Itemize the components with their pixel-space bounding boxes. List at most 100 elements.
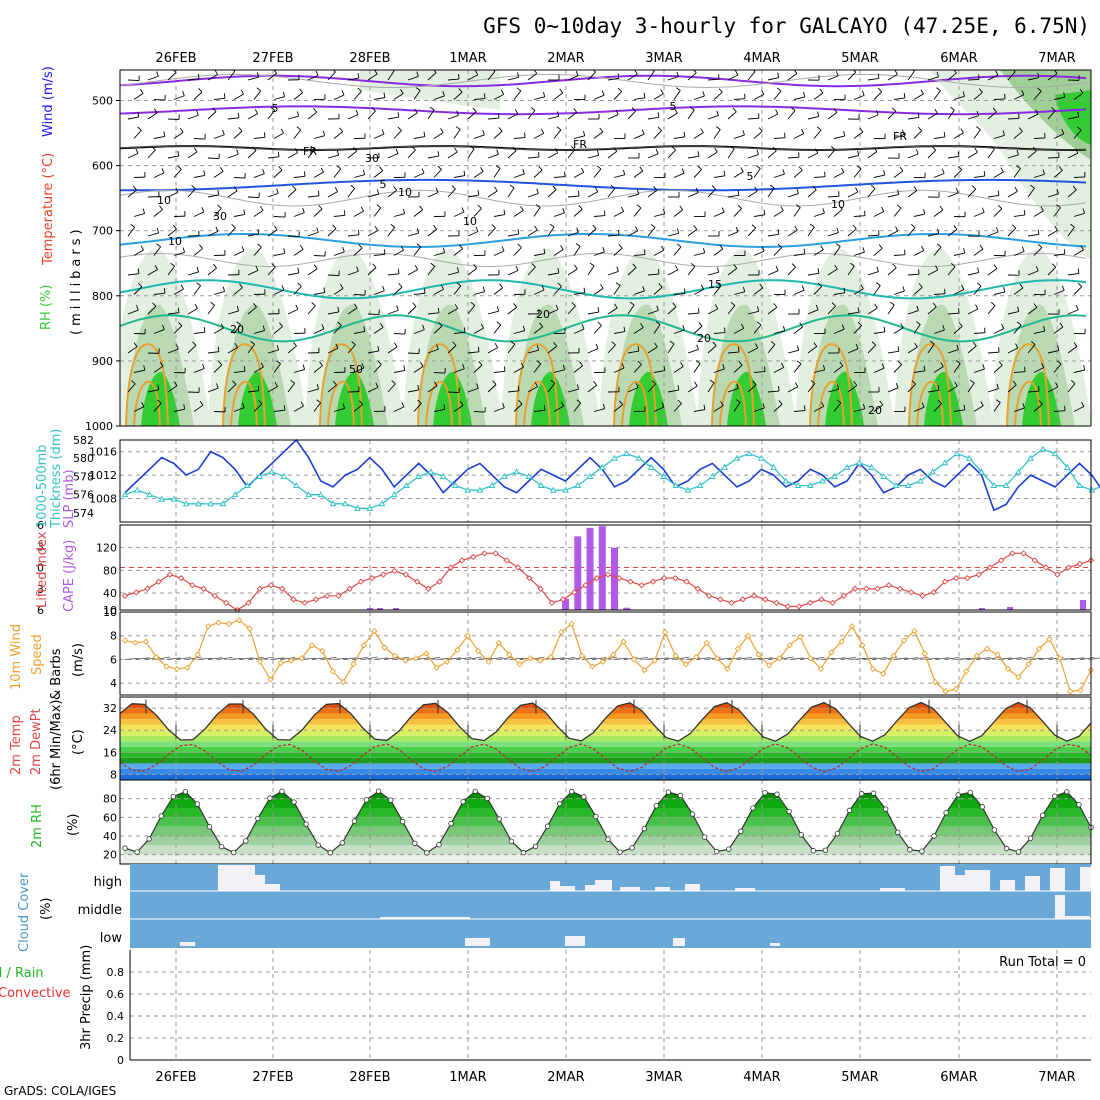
wind-barb-feather (323, 287, 326, 293)
wind-barb (267, 229, 278, 237)
rh-point (750, 805, 756, 811)
wind-barb-feather (339, 283, 344, 289)
wind-barb (713, 368, 725, 373)
wind-barb-feather (517, 72, 520, 78)
wind-barb-feather (419, 205, 424, 211)
wind-barb (427, 385, 438, 393)
wind-barb-feather (833, 108, 838, 113)
wind-barb (953, 169, 963, 178)
wind-barb-feather (382, 285, 385, 291)
wind-barb (253, 209, 264, 217)
wind-barb (1047, 110, 1056, 120)
wind-barb-feather (153, 108, 158, 114)
wind10-barb (581, 657, 597, 660)
wind-barb (633, 133, 645, 139)
isotherm-loop (1006, 343, 1050, 426)
wind-barb (247, 306, 257, 315)
wind-barb (813, 369, 825, 373)
wind-barb-feather (159, 361, 164, 367)
wind-barb-feather (1041, 362, 1045, 368)
wind-barb (833, 135, 845, 139)
wind-barb (133, 406, 145, 412)
wind-barb-feather (503, 209, 506, 215)
wind-barb (593, 251, 605, 256)
wind-barb (787, 110, 796, 120)
wind-barb (167, 191, 179, 198)
lifted-index-point (537, 585, 544, 592)
wind-barb-feather (156, 228, 160, 234)
wind-barb (993, 171, 1004, 178)
wind-barb-feather (377, 345, 380, 351)
wind-barb (493, 168, 501, 178)
rh-plume-mid (516, 304, 584, 426)
wind-barb-feather (562, 364, 566, 370)
footer-credit: GrADS: COLA/IGES (4, 1084, 116, 1098)
wind-barb-feather (334, 187, 339, 192)
wind-barb-feather (990, 302, 996, 306)
lifted-index-point (919, 592, 926, 599)
date-label-top: 27FEB (252, 51, 293, 66)
wind-barb (913, 250, 925, 256)
wind-barb (167, 155, 179, 159)
wind-barb (1067, 189, 1077, 198)
chart-title: GFS 0~10day 3-hourly for GALCAYO (47.25E… (483, 14, 1090, 38)
wind-barb (653, 370, 665, 373)
lifted-index-point (930, 589, 937, 596)
wind-barb (687, 312, 699, 315)
wind-barb (833, 365, 844, 373)
wind-barb (487, 153, 499, 159)
thickness-point (917, 477, 924, 484)
wind-barb-feather (395, 148, 399, 154)
wind-barb (473, 291, 485, 295)
wind-barb-feather (775, 109, 779, 115)
isotherm-loop (230, 380, 258, 426)
wind-barb-feather (900, 323, 904, 328)
rh-point (653, 803, 659, 809)
millibars-label: (millibars) (69, 225, 84, 335)
lifted-index-point (346, 585, 353, 592)
wind10-barb (1080, 656, 1095, 660)
rh-point (870, 790, 877, 796)
wind-barb-feather (496, 306, 500, 312)
cape-label: CAPE (J/kg) (62, 540, 77, 612)
rh-point (436, 842, 442, 848)
wind-barb (1007, 347, 1019, 354)
wind-barb (947, 266, 956, 276)
thickness-point (733, 454, 741, 461)
wind-barb-feather (302, 364, 306, 370)
wind-barb (1047, 73, 1058, 81)
wind-barb (433, 252, 445, 256)
rh-point (883, 806, 889, 812)
wind-barb-feather (820, 401, 825, 407)
rh-point (557, 800, 563, 807)
wind-barb (813, 249, 824, 256)
wind-barb (793, 133, 805, 139)
rh-contour (120, 252, 1087, 268)
rh-point (496, 816, 503, 822)
wind-barb-feather (509, 184, 515, 189)
temp-band (120, 719, 1091, 725)
wind-barb (193, 248, 203, 256)
thickness-point (709, 472, 716, 479)
wind-barb-feather (809, 223, 815, 228)
wind-barb-feather (177, 150, 180, 156)
wind-barb-feather (891, 107, 897, 112)
wind-barb (407, 269, 418, 276)
wind-barb (427, 155, 439, 159)
wind-barb-feather (440, 284, 445, 290)
wind-barb-feather (1083, 365, 1086, 371)
wind-barb-feather (1037, 72, 1040, 78)
wind-barb-feather (423, 288, 426, 294)
wind-barb-feather (777, 72, 780, 78)
wind-barb (1073, 406, 1085, 412)
wind-barb-feather (543, 248, 546, 254)
wind10-barb (966, 657, 981, 660)
wind-barb (767, 150, 777, 159)
wind-barb-feather (218, 360, 223, 366)
wind-barb-feather (1057, 345, 1060, 351)
wind-barb (927, 233, 939, 237)
lifted-index-point (762, 596, 769, 603)
wind-barb (273, 132, 284, 139)
wind-barb-feather (636, 204, 642, 209)
wind-barb (473, 327, 484, 334)
